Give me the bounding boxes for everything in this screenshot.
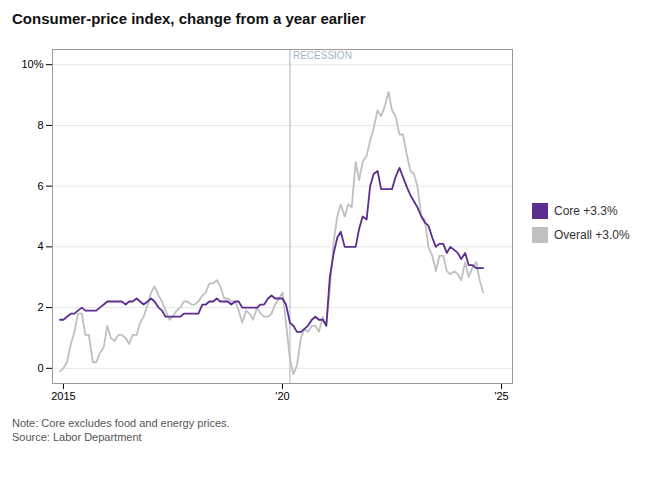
svg-text:10%: 10% <box>21 58 43 70</box>
svg-text:'20: '20 <box>275 390 289 402</box>
svg-text:2015: 2015 <box>51 390 75 402</box>
html-text:Source: Labor Department: Source: Labor Department <box>12 431 142 443</box>
svg-text:'25: '25 <box>494 390 508 402</box>
svg-text:8: 8 <box>37 119 43 131</box>
svg-text:RECESSION: RECESSION <box>293 50 352 61</box>
svg-text:0: 0 <box>37 362 43 374</box>
html-text:Core +3.3%: Core +3.3% <box>554 204 618 218</box>
svg-text:6: 6 <box>37 180 43 192</box>
svg-text:2: 2 <box>37 301 43 313</box>
html-text:Note: Core excludes food and e: Note: Core excludes food and energy pric… <box>12 417 230 429</box>
html-text:Consumer-price index, change f: Consumer-price index, change from a year… <box>12 10 366 27</box>
svg-text:4: 4 <box>37 240 43 252</box>
html-text:Overall +3.0%: Overall +3.0% <box>554 228 630 242</box>
